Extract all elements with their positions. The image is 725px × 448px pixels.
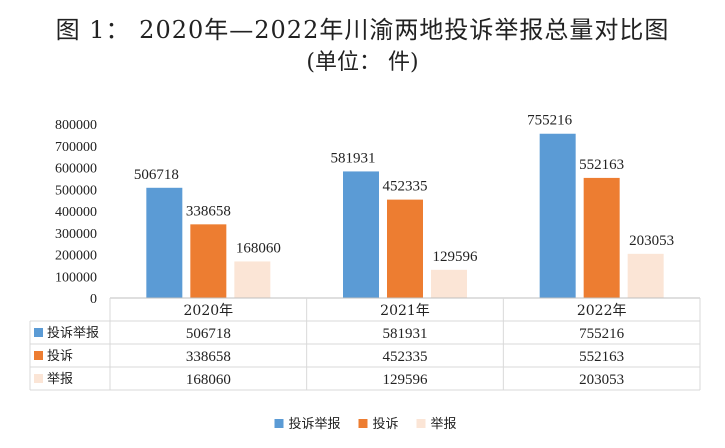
- legend-swatch: [274, 419, 284, 428]
- bar: [387, 199, 423, 298]
- legend: 投诉举报 投诉 举报: [274, 416, 457, 432]
- table-cell: 755216: [579, 326, 625, 342]
- row-legend-swatch: [34, 374, 43, 383]
- legend-swatch: [358, 419, 368, 428]
- chart-subtitle: (单位： 件): [306, 50, 419, 75]
- category-label: 2021年: [380, 303, 430, 319]
- legend-label: 投诉: [373, 416, 399, 432]
- y-tick-label: 700000: [55, 140, 97, 155]
- y-tick-label: 200000: [55, 249, 97, 264]
- bar: [343, 171, 379, 298]
- y-tick-label: 100000: [55, 270, 97, 285]
- row-legend-swatch: [34, 351, 43, 360]
- y-tick-label: 800000: [55, 118, 97, 133]
- y-axis: 800000 700000 600000 500000 400000 300000 2000…: [55, 118, 97, 307]
- row-series-label: 投诉: [47, 348, 73, 364]
- data-label: 581931: [331, 150, 376, 166]
- category-label: 2022年: [577, 303, 627, 319]
- table-cell: 203053: [579, 372, 624, 388]
- data-label: 506718: [134, 167, 179, 183]
- bar: [431, 269, 467, 298]
- data-labels: 506718 338658 168060 581931 452335 129596 7552…: [134, 113, 674, 265]
- row-series-label: 举报: [47, 372, 73, 387]
- bar: [234, 261, 271, 298]
- legend-label: 投诉举报: [289, 416, 341, 432]
- bar: [146, 187, 183, 298]
- data-label: 552163: [579, 157, 624, 173]
- table-cell: 581931: [383, 326, 428, 342]
- legend-label: 举报: [431, 417, 457, 432]
- y-tick-label: 600000: [55, 162, 97, 177]
- y-tick-label: 500000: [55, 183, 97, 198]
- data-label: 755216: [527, 113, 573, 129]
- table-cell: 506718: [186, 326, 231, 342]
- chart-title: 图 1： 2020年—2022年川渝两地投诉举报总量对比图: [55, 16, 670, 44]
- bar: [583, 177, 620, 298]
- data-label: 129596: [433, 249, 479, 265]
- data-label: 338658: [186, 203, 231, 219]
- bar: [627, 253, 664, 298]
- data-label: 203053: [629, 233, 674, 249]
- table-cell: 168060: [186, 372, 231, 388]
- y-tick-label: 300000: [55, 227, 97, 242]
- legend-swatch: [416, 419, 426, 428]
- table-cell: 338658: [186, 349, 231, 365]
- y-tick-label: 0: [90, 292, 97, 307]
- bar: [190, 224, 227, 298]
- data-label: 452335: [383, 179, 428, 195]
- row-legend-swatch: [34, 328, 43, 337]
- row-series-label: 投诉举报: [47, 325, 99, 341]
- table-cell: 129596: [383, 372, 429, 388]
- y-tick-label: 400000: [55, 205, 97, 220]
- category-label: 2020年: [184, 303, 234, 319]
- table-cell: 452335: [383, 349, 428, 365]
- bar: [539, 133, 576, 298]
- table-cell: 552163: [579, 349, 624, 365]
- data-label: 168060: [236, 240, 281, 256]
- bars: [146, 133, 664, 298]
